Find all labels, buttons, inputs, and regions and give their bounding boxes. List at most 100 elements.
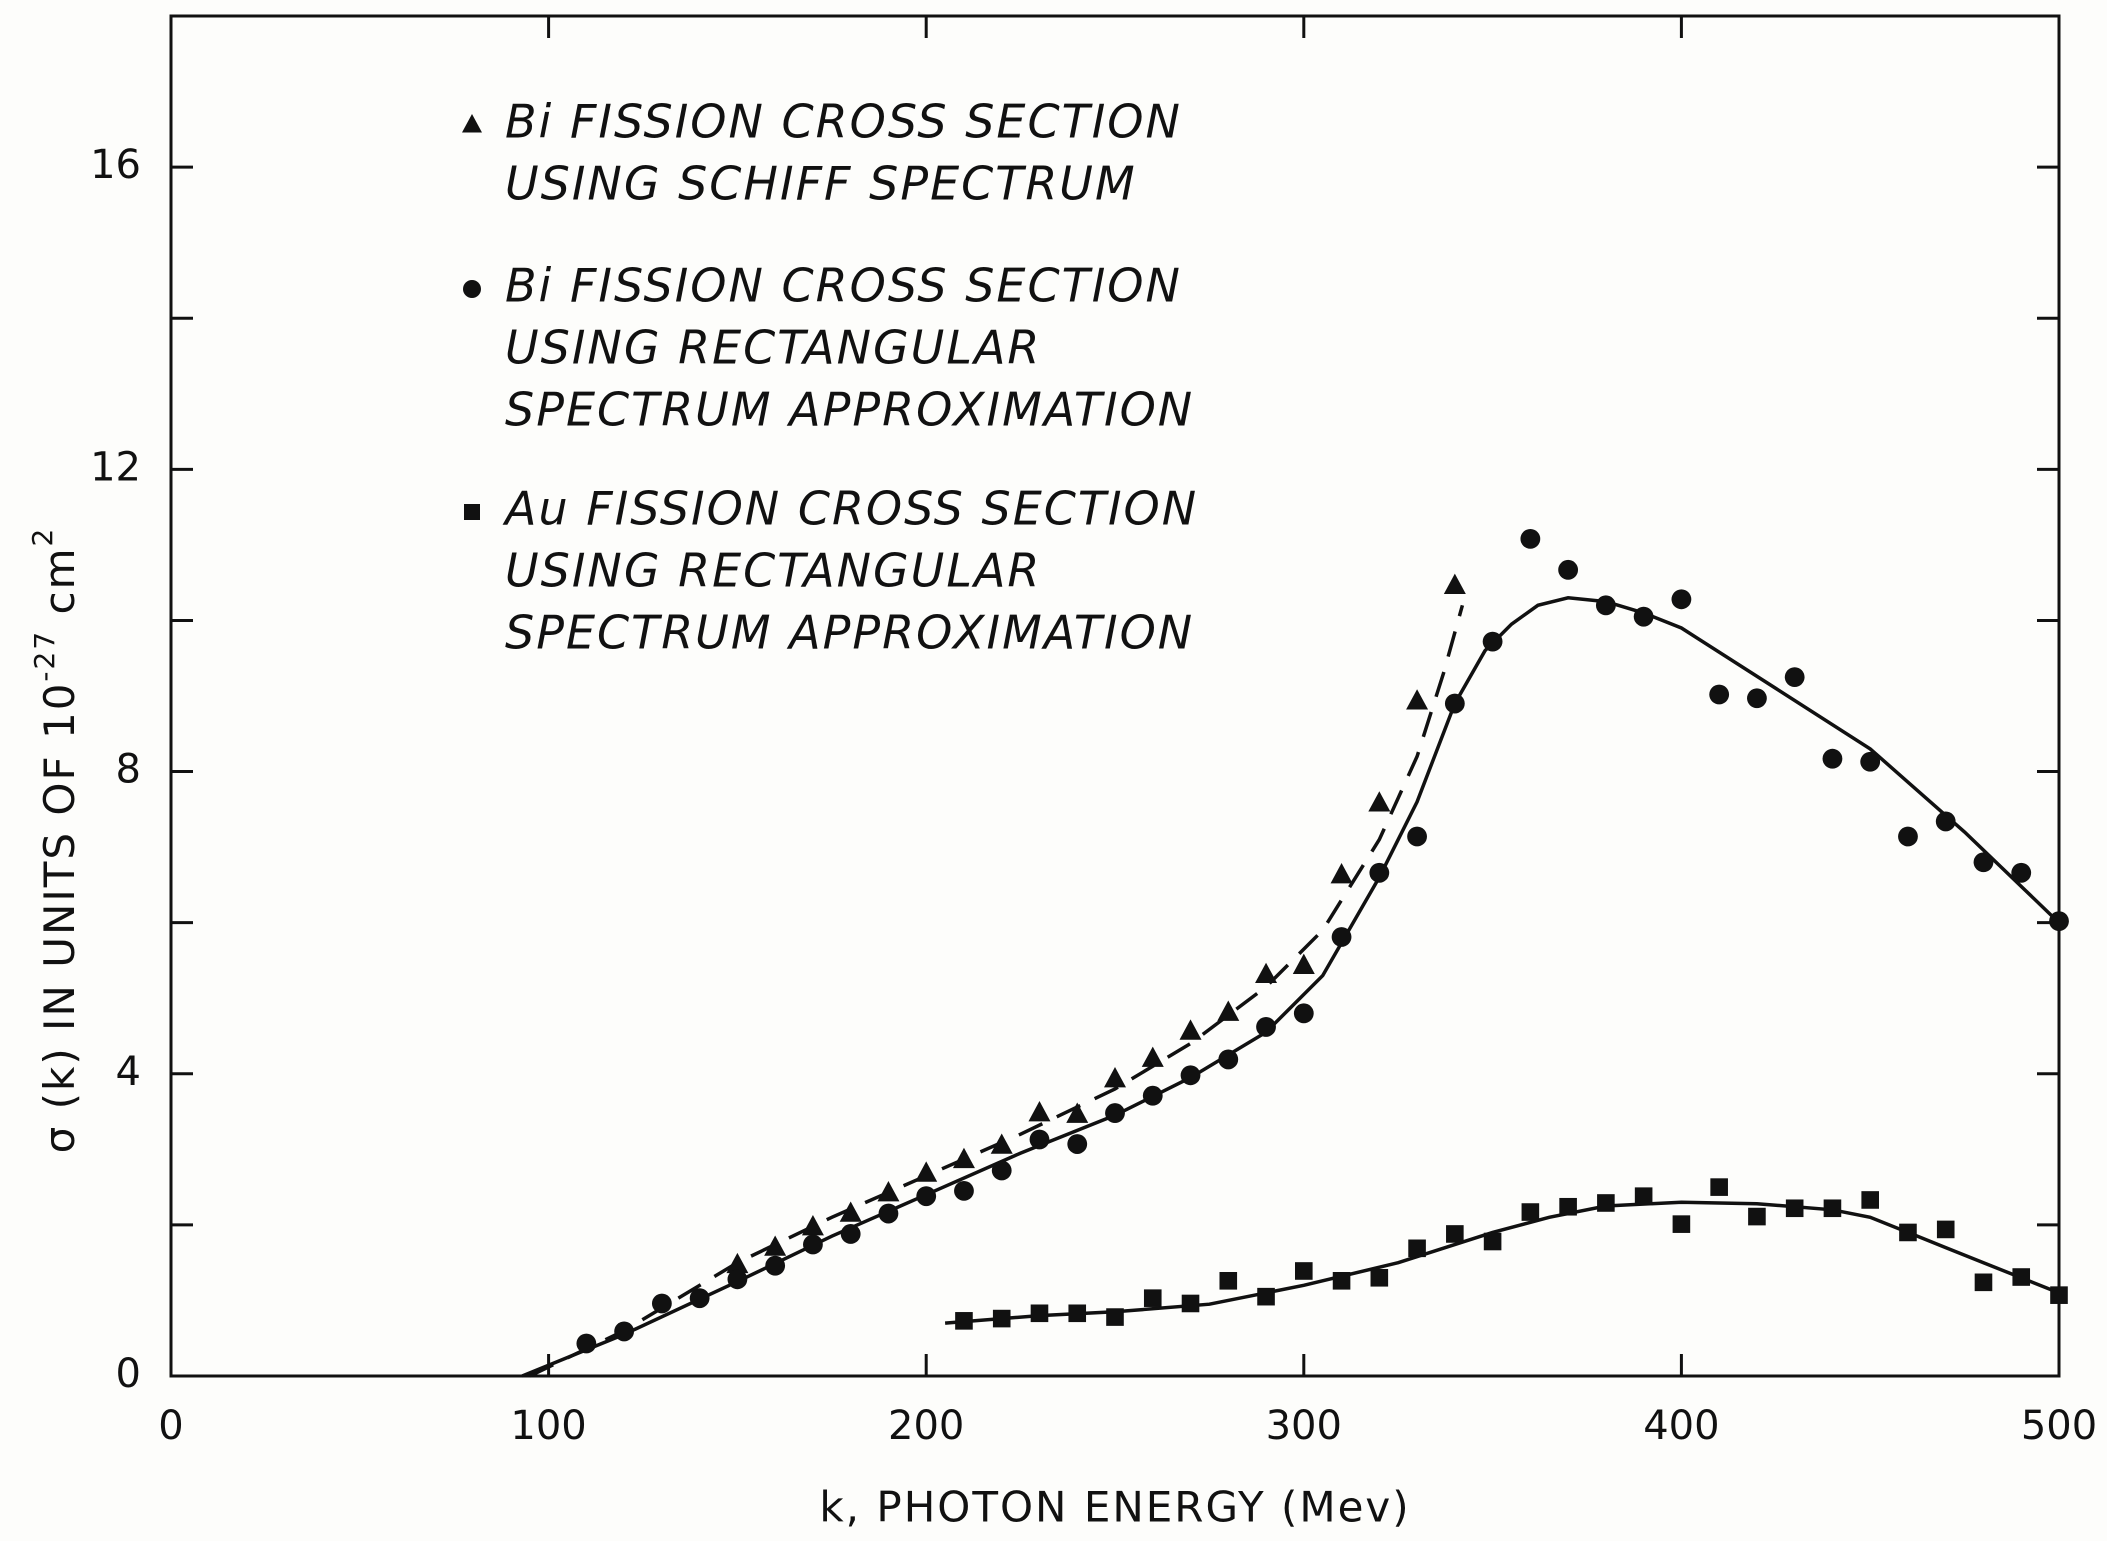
square-marker	[1408, 1239, 1426, 1258]
circle-marker	[1407, 826, 1427, 847]
square-marker	[1785, 1199, 1804, 1218]
square-marker	[1106, 1308, 1124, 1326]
square-marker	[1181, 1294, 1200, 1313]
triangle-marker	[764, 1235, 787, 1256]
legend-text: SPECTRUM APPROXIMATION	[505, 606, 1194, 660]
square-marker	[1974, 1273, 1993, 1292]
square-marker	[1295, 1262, 1313, 1280]
square-marker	[1748, 1207, 1766, 1226]
square-marker	[1068, 1304, 1087, 1323]
fit-curve	[944, 1200, 2060, 1325]
square-marker	[1899, 1223, 1917, 1242]
triangle-marker	[1179, 1019, 1202, 1040]
circle-marker	[1671, 589, 1692, 610]
circle-marker	[916, 1186, 937, 1207]
circle-marker	[1256, 1017, 1276, 1037]
circle-marker	[1142, 1085, 1163, 1106]
square-marker	[2012, 1268, 2031, 1286]
circle-marker	[1935, 811, 1956, 832]
circle-marker	[1331, 927, 1352, 947]
legend-marker	[462, 114, 482, 133]
circle-marker	[1558, 559, 1579, 580]
circle-marker	[651, 1293, 672, 1314]
square-marker	[1030, 1304, 1049, 1323]
y-tick-label: 8	[116, 747, 141, 793]
triangle-marker	[801, 1215, 824, 1236]
triangle-marker	[1217, 1000, 1240, 1021]
circle-marker	[1633, 606, 1654, 627]
square-marker	[1521, 1203, 1540, 1221]
circle-marker	[1105, 1103, 1125, 1123]
legend-text: SPECTRUM APPROXIMATION	[505, 383, 1194, 437]
triangle-marker	[1406, 689, 1429, 710]
x-tick-label: 200	[888, 1403, 964, 1449]
square-marker	[1332, 1272, 1351, 1290]
circle-marker	[614, 1321, 635, 1342]
circle-marker	[1822, 748, 1843, 769]
square-marker	[1219, 1272, 1238, 1290]
circle-marker	[1180, 1065, 1201, 1086]
circle-marker	[1784, 667, 1805, 688]
circle-marker	[878, 1203, 899, 1224]
legend-text: Bi FISSION CROSS SECTION	[505, 259, 1182, 313]
square-marker	[1823, 1199, 1842, 1218]
triangle-marker	[1255, 962, 1278, 984]
square-marker	[1672, 1215, 1691, 1233]
legend-text: USING SCHIFF SPECTRUM	[505, 157, 1137, 211]
square-marker	[992, 1309, 1011, 1328]
circle-marker	[991, 1160, 1012, 1181]
x-tick-label: 100	[510, 1403, 586, 1449]
legend-marker	[464, 504, 480, 520]
x-axis-label: k, PHOTON ENERGY (Mev)	[819, 1483, 1410, 1532]
triangle-marker	[1066, 1102, 1089, 1123]
y-tick-label: 4	[116, 1049, 141, 1095]
circle-marker	[576, 1333, 597, 1354]
y-label-unit: cm	[35, 546, 84, 629]
y-label-text: σ (k) IN UNITS OF 10	[35, 682, 84, 1154]
triangle-marker	[1330, 862, 1353, 884]
y-tick-label: 16	[90, 142, 141, 188]
circle-marker	[727, 1269, 748, 1290]
circle-marker	[2049, 911, 2069, 932]
circle-marker	[1595, 595, 1616, 616]
circle-marker	[1709, 684, 1730, 705]
square-marker	[1446, 1225, 1464, 1243]
square-marker	[1257, 1287, 1275, 1306]
circle-marker	[2011, 862, 2032, 883]
x-tick-label: 0	[158, 1403, 183, 1449]
square-marker	[1634, 1187, 1653, 1205]
circle-marker	[954, 1180, 974, 1201]
triangle-marker	[877, 1181, 900, 1202]
triangle-marker	[915, 1161, 938, 1182]
legend-marker	[463, 280, 481, 298]
legend-text: USING RECTANGULAR	[505, 321, 1041, 375]
circle-marker	[1973, 852, 1994, 873]
legend-text: USING RECTANGULAR	[505, 544, 1041, 598]
triangle-marker	[952, 1147, 975, 1169]
circle-marker	[1860, 751, 1881, 772]
circle-marker	[1067, 1134, 1088, 1154]
y-axis-label: σ (k) IN UNITS OF 10-27 cm2	[26, 527, 84, 1154]
x-tick-label: 300	[1266, 1403, 1342, 1449]
x-tick-label: 500	[2021, 1403, 2097, 1449]
triangle-marker	[990, 1133, 1013, 1154]
legend-text: Au FISSION CROSS SECTION	[502, 482, 1198, 536]
triangle-marker	[726, 1252, 749, 1274]
circle-marker	[1444, 693, 1465, 714]
square-marker	[1483, 1232, 1502, 1251]
fit-curve	[521, 596, 2061, 1378]
triangle-marker	[1104, 1066, 1126, 1088]
square-marker	[1597, 1194, 1615, 1212]
circle-marker	[1482, 631, 1503, 652]
plot-frame	[169, 14, 2061, 1378]
square-marker	[2050, 1286, 2068, 1304]
circle-marker	[1369, 862, 1390, 883]
square-marker	[1370, 1268, 1389, 1287]
circle-marker	[765, 1255, 786, 1276]
triangle-marker	[1141, 1046, 1164, 1067]
legend-text: Bi FISSION CROSS SECTION	[505, 95, 1182, 149]
circle-marker	[1029, 1129, 1050, 1150]
square-marker	[955, 1312, 973, 1330]
triangle-marker	[1292, 953, 1315, 974]
